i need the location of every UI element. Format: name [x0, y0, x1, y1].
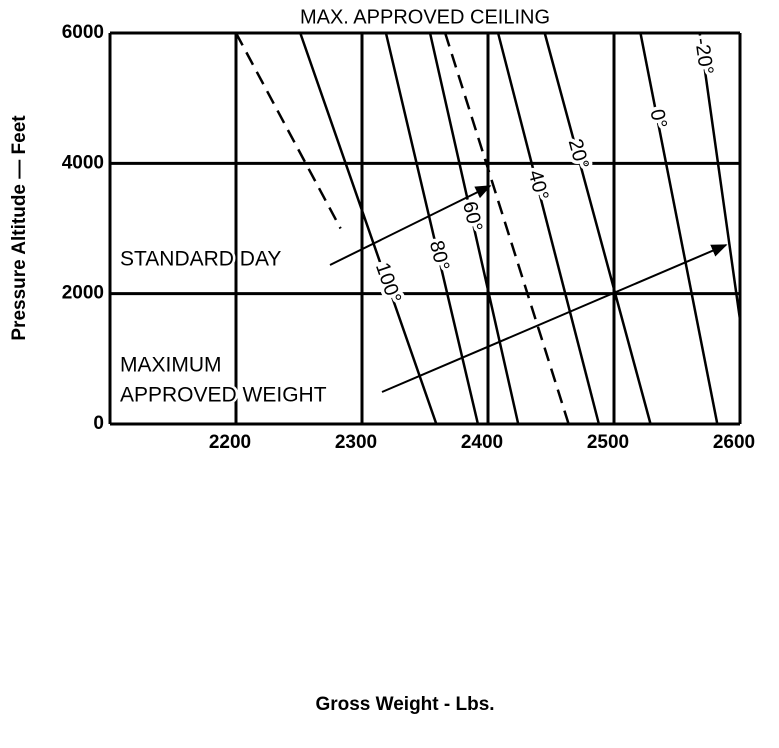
x-tick-label: 2200 [209, 432, 251, 453]
x-axis-title: Gross Weight - Lbs. [315, 694, 494, 715]
y-tick-label: 6000 [62, 22, 104, 43]
line [384, 32, 480, 425]
series-label: 0° [645, 107, 670, 130]
line [639, 32, 719, 425]
x-tick-label: 2500 [587, 432, 629, 453]
arrow [381, 244, 728, 393]
line [428, 32, 520, 425]
line [543, 32, 652, 425]
x-tick-label: 2300 [335, 432, 377, 453]
y-tick-label: 4000 [62, 152, 104, 173]
line [299, 32, 438, 425]
annotation: APPROVED WEIGHT [120, 384, 327, 407]
y-tick-label: 0 [93, 413, 104, 434]
annotation: MAXIMUM [120, 354, 222, 377]
series-label: 40° [524, 168, 553, 203]
annotation: STANDARD DAY [120, 248, 281, 271]
line [496, 32, 601, 425]
series-label: 20° [564, 137, 593, 172]
y-tick-label: 2000 [62, 283, 104, 304]
y-axis-title: Pressure Altitude — Feet [9, 115, 30, 341]
arrow [329, 185, 492, 266]
series-label: 60° [458, 199, 486, 233]
chart-title: MAX. APPROVED CEILING [300, 6, 550, 28]
series-label: 100° [371, 260, 405, 306]
line [234, 32, 342, 230]
series-label: 80° [425, 238, 453, 272]
line [443, 32, 570, 425]
x-tick-label: 2600 [713, 432, 755, 453]
line [698, 32, 742, 320]
series-label: -20° [690, 37, 717, 77]
x-tick-label: 2400 [461, 432, 503, 453]
